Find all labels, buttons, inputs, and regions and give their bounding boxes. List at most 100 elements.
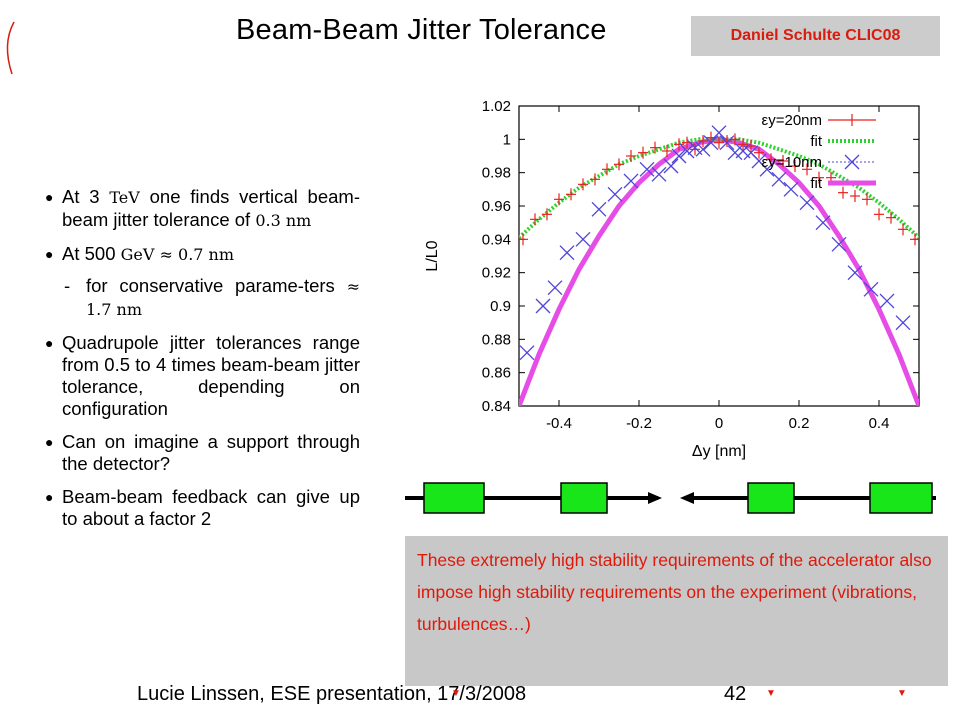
data-point-20nm <box>626 150 636 162</box>
data-point-10nm <box>535 298 551 314</box>
data-point-20nm <box>838 186 848 199</box>
data-point-20nm <box>542 208 552 221</box>
data-point-10nm <box>547 280 563 296</box>
plot-frame <box>518 105 920 407</box>
data-point-10nm-b <box>679 143 695 159</box>
data-point-10nm <box>771 171 787 187</box>
y-tick-label: 0.86 <box>482 365 511 382</box>
author-tag: Daniel Schulte CLIC08 <box>691 16 940 56</box>
data-point-20nm <box>874 208 884 221</box>
data-point-10nm <box>575 231 591 247</box>
data-point-20nm <box>566 188 576 201</box>
bullet-math: TeV <box>109 188 140 207</box>
data-point-10nm-b <box>623 173 639 189</box>
data-point-10nm-b <box>783 181 799 197</box>
x-tick-label: -0.4 <box>546 415 572 432</box>
y-tick-label: 0.84 <box>482 398 511 415</box>
bullet-dot-icon: ● <box>45 189 54 205</box>
data-point-20nm <box>722 135 732 147</box>
data-point-20nm <box>814 171 824 184</box>
data-point-20nm <box>674 138 684 151</box>
data-point-20nm <box>802 163 812 176</box>
data-point-10nm-b <box>695 141 711 157</box>
bullet-text: Can on imagine a support through the det… <box>62 431 360 474</box>
data-point-20nm <box>790 160 800 172</box>
data-point-10nm-b <box>863 281 879 297</box>
quadrupole-magnet <box>423 482 485 514</box>
data-point-20nm <box>614 158 624 171</box>
nav-arrow-icon: ▼ <box>451 688 461 699</box>
data-point-10nm <box>695 141 711 157</box>
sub-bullet-math: ≈ 1.7 nm <box>86 277 361 319</box>
data-point-10nm-b <box>519 345 535 361</box>
legend-label: εy=20nm <box>762 112 822 129</box>
bullet-dot-icon: ● <box>45 489 54 505</box>
x-tick-label: 0.2 <box>789 415 810 432</box>
data-point-10nm <box>639 161 655 177</box>
data-point-10nm-b <box>743 145 759 161</box>
y-tick-label: 0.94 <box>482 231 511 248</box>
data-point-20nm <box>690 143 700 156</box>
quadrupole-magnet <box>747 482 795 514</box>
data-point-10nm <box>711 125 727 141</box>
y-tick-label: 1.02 <box>482 98 511 115</box>
data-point-10nm <box>663 158 679 174</box>
data-point-10nm <box>559 245 575 261</box>
x-tick-label: 0.4 <box>869 415 890 432</box>
nav-arrow-icon: ▼ <box>766 688 776 699</box>
y-tick-label: 0.92 <box>482 265 511 282</box>
legend-label: fit <box>810 133 823 150</box>
bullet-item: ● At 3 TeV one finds vertical beam-beam … <box>44 186 360 232</box>
y-tick-label: 0.9 <box>490 298 511 315</box>
footer-text: Lucie Linssen, ESE presentation, 17/3/20… <box>137 683 527 705</box>
y-axis-label: L/L0 <box>424 240 441 271</box>
sub-bullet-text: for conservative parame-ters <box>86 275 335 296</box>
data-point-20nm <box>650 141 660 154</box>
data-point-10nm-b <box>687 140 703 156</box>
data-point-10nm-b <box>879 293 895 309</box>
data-point-10nm-b <box>663 158 679 174</box>
data-point-20nm <box>730 133 740 146</box>
legend-marker-10nm <box>844 154 860 170</box>
beam-arrow-head-left-icon <box>680 492 694 504</box>
legend-label: εy=10nm <box>762 154 822 171</box>
luminosity-chart: 0.84 0.86 0.88 0.9 0.92 0.94 0.96 0.98 1 1.02 -0.4… <box>405 98 936 514</box>
data-point-10nm <box>783 181 799 197</box>
bullet-dot-icon: ● <box>45 335 54 351</box>
y-tick-label: 0.88 <box>482 331 511 348</box>
x-tick-label: 0 <box>715 415 723 432</box>
data-point-10nm <box>651 166 667 182</box>
data-point-10nm-b <box>735 143 751 159</box>
beam-arrow-head-right-icon <box>648 492 662 504</box>
data-point-20nm <box>662 145 672 157</box>
bullet-dot-icon: ● <box>45 434 54 450</box>
data-point-20nm <box>638 146 648 159</box>
data-point-10nm-b <box>895 315 911 331</box>
data-point-10nm <box>519 345 535 361</box>
data-point-10nm <box>815 215 831 231</box>
data-point-20nm <box>530 213 540 226</box>
data-point-10nm-b <box>711 125 727 141</box>
bullet-text: one finds vertical beam-beam jitter tole… <box>62 186 360 230</box>
data-point-10nm <box>671 148 687 164</box>
data-point-10nm-b <box>559 245 575 261</box>
data-point-10nm-b <box>639 161 655 177</box>
data-point-10nm <box>759 161 775 177</box>
data-point-20nm <box>886 211 896 224</box>
fit-line-10nm <box>519 136 919 406</box>
data-point-20nm <box>754 146 764 159</box>
nav-arrow-icon: ▼ <box>897 688 907 699</box>
data-point-10nm-b <box>651 166 667 182</box>
data-point-10nm <box>799 195 815 211</box>
data-point-10nm <box>895 315 911 331</box>
data-point-10nm-b <box>831 236 847 252</box>
quadrupole-magnet <box>869 482 933 514</box>
quadrupole-magnet <box>560 482 608 514</box>
bullet-text: At 3 <box>62 186 100 207</box>
sub-bullet-item: - for conservative parame-ters ≈ 1.7 nm <box>44 275 360 321</box>
data-point-10nm <box>879 293 895 309</box>
data-point-10nm-b <box>671 148 687 164</box>
y-tick-label: 0.96 <box>482 198 511 215</box>
data-point-10nm-b <box>751 153 767 169</box>
note-box: These extremely high stability requireme… <box>405 536 948 686</box>
